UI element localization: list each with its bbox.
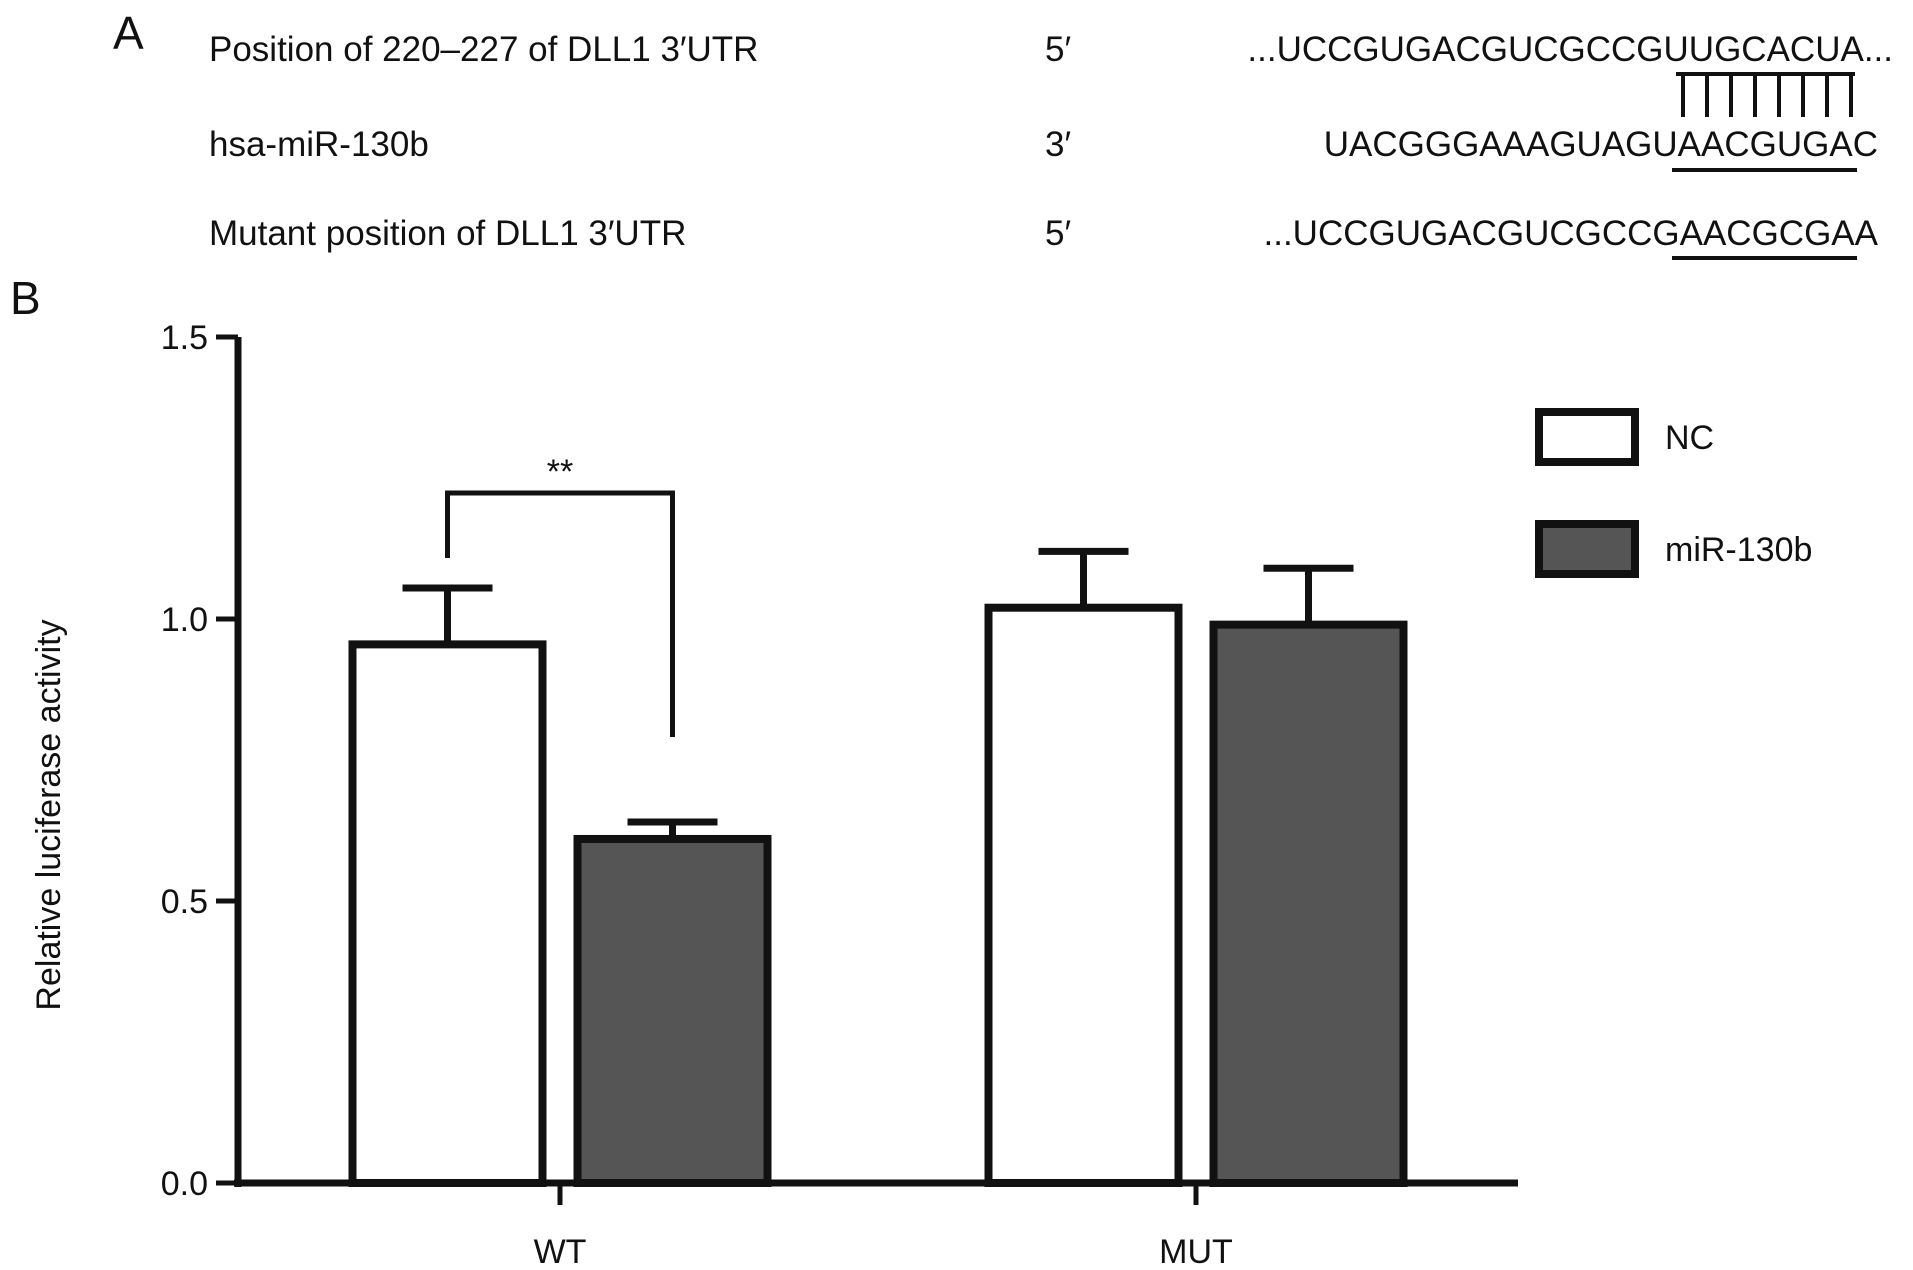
y-tick-label: 1.0 [161,601,208,639]
bar [348,640,547,1187]
y-tick-label: 0.0 [161,1165,208,1203]
bar [984,603,1183,1187]
legend: NC miR-130b [1535,408,1812,578]
bar [573,834,772,1188]
legend-swatch [1535,520,1639,578]
legend-label: miR-130b [1665,531,1812,569]
seq-row-end-2: 3′ [1045,125,1072,164]
legend-swatch [1535,408,1639,466]
y-tick-label: 1.5 [161,319,208,357]
panel-a-label: A [113,7,144,59]
pairing-ticks [1681,74,1853,117]
seq-row-label-2: hsa-miR-130b [209,125,429,164]
y-axis-label: Relative luciferase activity [30,619,68,1010]
panel-b-label: B [10,272,41,324]
seq-row-sequence-1: ...UCCGUGACGUCGCCGUUGCACUA... [1247,30,1893,69]
bar [1209,620,1408,1187]
significance-bracket [445,490,675,738]
seq-row-label-1: Position of 220–227 of DLL1 3′UTR [209,30,759,69]
seq-row-sequence-2: UACGGGAAAGUAGUAACGUGAC [1323,125,1878,164]
y-tick-label: 0.5 [161,883,208,921]
seq-row-end-1: 5′ [1045,30,1072,69]
seed-pairing-graphic [1672,72,1857,260]
seq-row-end-3: 5′ [1045,214,1072,253]
legend-label: NC [1665,419,1714,457]
x-tick-label: WT [534,1233,587,1270]
seq-row-label-3: Mutant position of DLL1 3′UTR [209,214,687,253]
x-tick-label: MUT [1159,1233,1233,1270]
seq-row-sequence-3: ...UCCGUGACGUCGCCGAACGCGAA [1263,214,1879,253]
plot-area: 0.0 0.5 1.0 1.5 WT MUT ** [161,319,1518,1270]
significance-label: ** [547,453,573,491]
